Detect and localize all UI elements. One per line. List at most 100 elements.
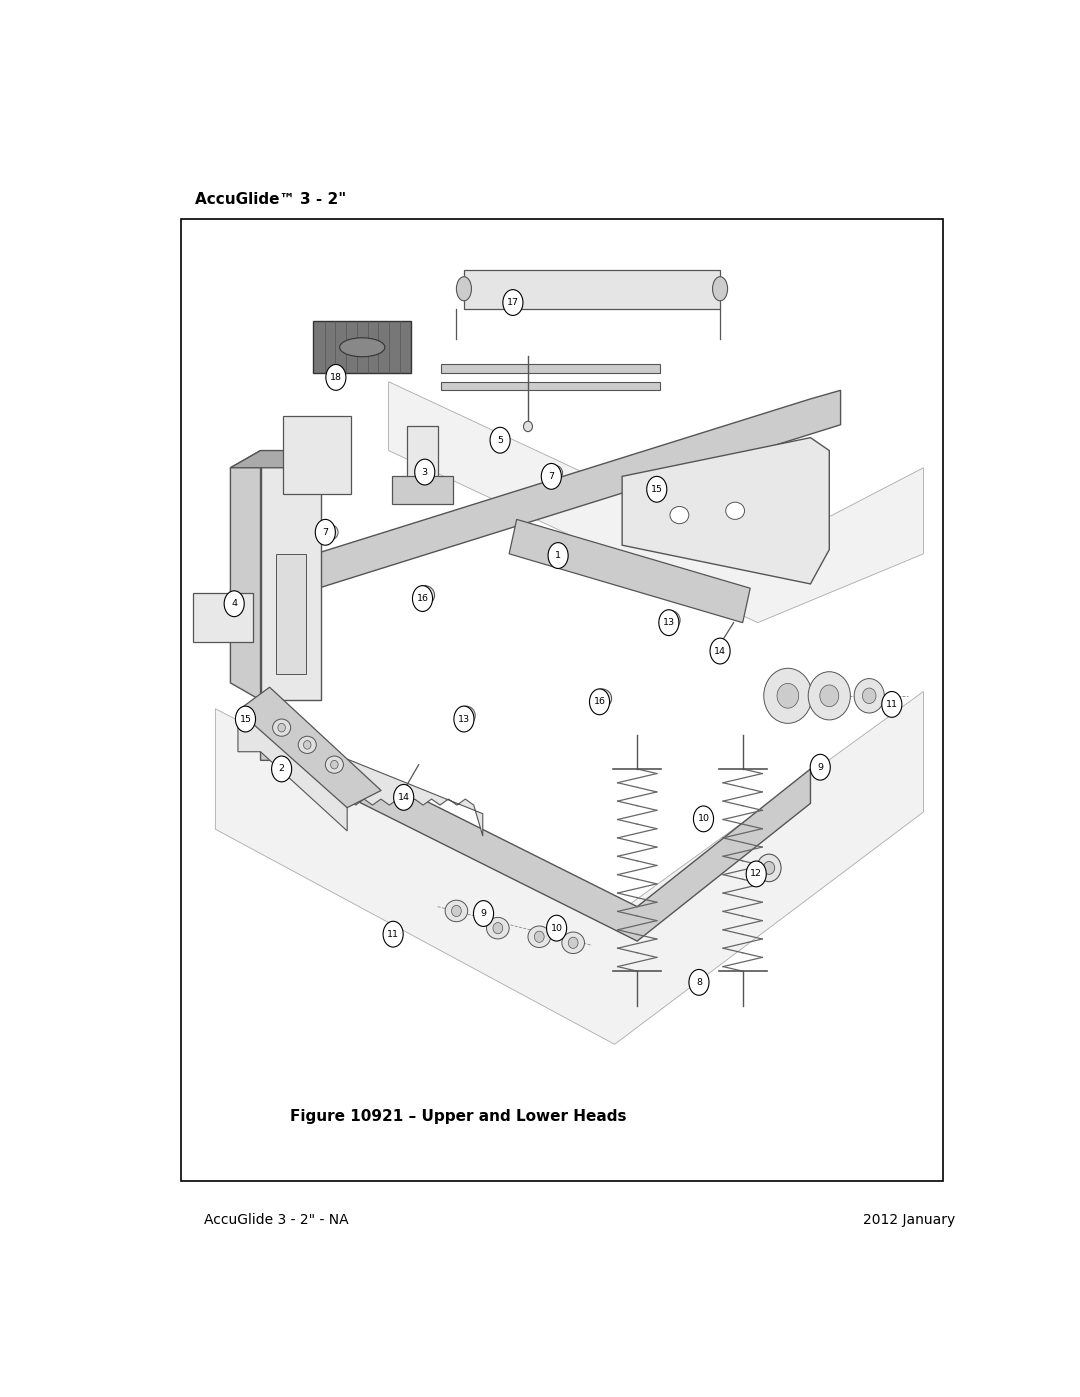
Ellipse shape <box>528 926 551 947</box>
Ellipse shape <box>322 524 338 541</box>
Text: 15: 15 <box>651 485 663 493</box>
Ellipse shape <box>339 338 384 356</box>
Ellipse shape <box>713 277 728 300</box>
Polygon shape <box>260 390 840 615</box>
Text: 12: 12 <box>751 869 762 879</box>
Circle shape <box>659 609 679 636</box>
Ellipse shape <box>524 422 532 432</box>
Circle shape <box>473 901 494 926</box>
Ellipse shape <box>486 918 509 939</box>
Ellipse shape <box>457 705 475 725</box>
Polygon shape <box>622 437 829 584</box>
Polygon shape <box>442 365 660 373</box>
Text: 5: 5 <box>497 436 503 444</box>
Polygon shape <box>407 426 437 486</box>
Polygon shape <box>230 451 321 468</box>
Circle shape <box>810 754 831 780</box>
Ellipse shape <box>492 922 502 933</box>
Text: 9: 9 <box>818 763 823 771</box>
Text: 18: 18 <box>329 373 342 381</box>
Text: 16: 16 <box>594 697 606 707</box>
Circle shape <box>326 365 346 390</box>
Ellipse shape <box>272 719 291 736</box>
Ellipse shape <box>597 693 606 704</box>
Circle shape <box>689 970 708 995</box>
Text: 7: 7 <box>549 472 554 481</box>
Ellipse shape <box>457 277 472 300</box>
Text: AccuGlide™ 3 - 2": AccuGlide™ 3 - 2" <box>195 191 347 207</box>
Circle shape <box>647 476 666 502</box>
Text: 11: 11 <box>886 700 897 708</box>
Circle shape <box>548 542 568 569</box>
Text: 13: 13 <box>458 714 470 724</box>
Polygon shape <box>192 592 253 641</box>
Text: 9: 9 <box>481 909 486 918</box>
Text: 13: 13 <box>663 617 675 627</box>
Ellipse shape <box>462 711 470 719</box>
Circle shape <box>590 689 609 715</box>
Polygon shape <box>260 726 810 942</box>
Ellipse shape <box>298 736 316 753</box>
Circle shape <box>235 705 256 732</box>
Polygon shape <box>464 270 720 309</box>
Ellipse shape <box>820 685 839 707</box>
Ellipse shape <box>420 590 429 601</box>
Ellipse shape <box>764 668 812 724</box>
Text: 10: 10 <box>698 814 710 823</box>
Ellipse shape <box>777 683 799 708</box>
Circle shape <box>693 806 714 831</box>
Text: 8: 8 <box>696 978 702 986</box>
Text: 17: 17 <box>507 298 518 307</box>
Polygon shape <box>283 416 351 493</box>
Ellipse shape <box>415 585 434 605</box>
Ellipse shape <box>396 787 410 802</box>
Polygon shape <box>238 687 381 807</box>
Text: 4: 4 <box>231 599 238 608</box>
Ellipse shape <box>592 689 611 708</box>
Text: 11: 11 <box>387 929 400 939</box>
Circle shape <box>383 921 403 947</box>
Circle shape <box>746 861 767 887</box>
Polygon shape <box>392 476 453 504</box>
Polygon shape <box>313 321 411 373</box>
Circle shape <box>490 427 510 453</box>
Circle shape <box>503 289 523 316</box>
Ellipse shape <box>854 679 885 712</box>
Polygon shape <box>230 451 260 700</box>
Ellipse shape <box>757 854 781 882</box>
Polygon shape <box>238 724 483 835</box>
Polygon shape <box>442 381 660 390</box>
Ellipse shape <box>325 756 343 774</box>
Text: 16: 16 <box>417 594 429 604</box>
Text: 7: 7 <box>322 528 328 536</box>
Text: 3: 3 <box>421 468 428 476</box>
Ellipse shape <box>445 900 468 922</box>
Polygon shape <box>275 553 306 675</box>
Circle shape <box>541 464 562 489</box>
Ellipse shape <box>764 862 774 875</box>
Text: 1: 1 <box>555 550 562 560</box>
Ellipse shape <box>278 724 285 732</box>
Circle shape <box>225 591 244 616</box>
Text: 10: 10 <box>551 923 563 933</box>
Ellipse shape <box>713 641 727 657</box>
Text: 14: 14 <box>397 793 409 802</box>
Circle shape <box>315 520 336 545</box>
Circle shape <box>413 585 433 612</box>
Ellipse shape <box>808 672 850 719</box>
Ellipse shape <box>562 932 584 954</box>
Circle shape <box>710 638 730 664</box>
Text: Figure 10921 – Upper and Lower Heads: Figure 10921 – Upper and Lower Heads <box>289 1109 626 1125</box>
Ellipse shape <box>303 740 311 749</box>
Polygon shape <box>215 692 923 1045</box>
Ellipse shape <box>546 465 563 481</box>
Ellipse shape <box>863 689 876 704</box>
Circle shape <box>271 756 292 782</box>
Ellipse shape <box>670 507 689 524</box>
Circle shape <box>393 785 414 810</box>
Ellipse shape <box>667 616 675 624</box>
Polygon shape <box>509 520 751 623</box>
Ellipse shape <box>330 760 338 768</box>
Text: 2: 2 <box>279 764 285 774</box>
Circle shape <box>881 692 902 717</box>
